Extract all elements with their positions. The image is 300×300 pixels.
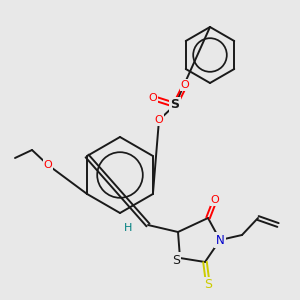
Text: O: O [154, 115, 164, 125]
Text: S: S [172, 254, 180, 266]
Text: N: N [216, 233, 224, 247]
Text: O: O [211, 195, 219, 205]
Text: S: S [204, 278, 212, 292]
Text: H: H [124, 223, 132, 233]
Text: S: S [170, 98, 179, 112]
Text: O: O [44, 160, 52, 170]
Text: O: O [148, 93, 158, 103]
Text: O: O [181, 80, 189, 90]
